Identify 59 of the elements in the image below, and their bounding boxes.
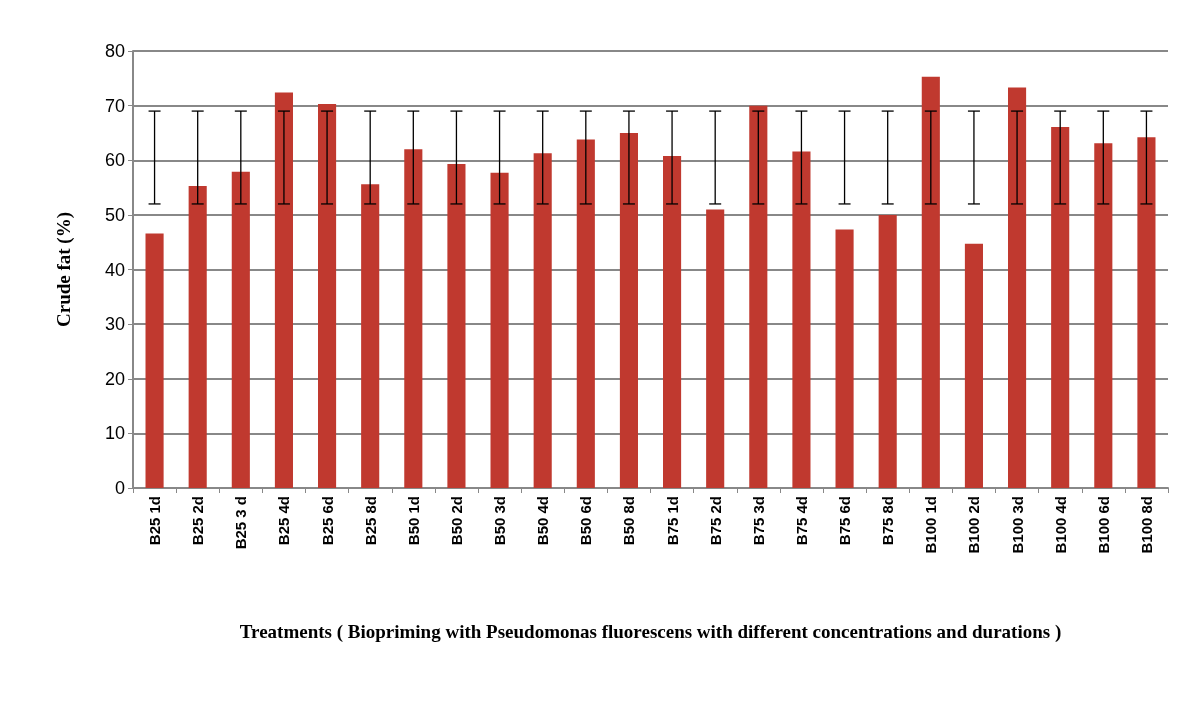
- y-tick-label: 10: [104, 423, 125, 444]
- y-tick-label: 60: [104, 150, 125, 171]
- y-tick-label: 0: [114, 478, 125, 498]
- x-tick-label: B50 2d: [447, 496, 465, 546]
- x-tick-label: B100 1d: [922, 496, 940, 554]
- x-tick-label: B50 6d: [577, 496, 595, 546]
- x-axis-title: Treatments ( Biopriming with Pseudomonas fluorescens with different concentrations and durations ): [239, 620, 1062, 643]
- x-tick-label: B75 8d: [879, 496, 897, 546]
- x-tick-label: B75 2d: [706, 496, 724, 546]
- x-tick-label: B25 2d: [189, 496, 207, 546]
- x-tick-label: B50 4d: [534, 496, 552, 546]
- bar: [835, 229, 854, 488]
- bar: [231, 171, 250, 488]
- y-tick-label: 80: [104, 41, 125, 61]
- bar: [274, 92, 293, 488]
- x-tick-label: B25 1d: [146, 496, 164, 546]
- bar: [404, 149, 423, 488]
- x-tick-label: B25 8d: [361, 496, 379, 546]
- bar: [792, 151, 811, 488]
- bar: [1051, 126, 1070, 488]
- bar: [619, 132, 638, 488]
- x-tick-label: B25 3 d: [232, 496, 250, 550]
- bar: [1008, 87, 1027, 488]
- bar: [145, 233, 164, 488]
- x-tick-label: B100 2d: [965, 496, 983, 554]
- x-tick-label: B50 3d: [491, 496, 509, 546]
- x-tick-label: B100 8d: [1137, 496, 1155, 554]
- x-tick-label: B50 8d: [620, 496, 638, 546]
- bar: [1094, 143, 1113, 488]
- bar: [706, 209, 725, 488]
- x-tick-label: B75 3d: [749, 496, 767, 546]
- x-tick-label: B75 1d: [663, 496, 681, 546]
- x-tick-label: B100 3d: [1008, 496, 1026, 554]
- bar: [878, 214, 897, 488]
- x-tick-label: B50 1d: [404, 496, 422, 546]
- bar: [490, 172, 509, 488]
- x-tick-label: B25 6d: [318, 496, 336, 546]
- bar: [576, 139, 595, 488]
- bar: [447, 164, 466, 488]
- x-tick-label: B75 4d: [792, 496, 810, 546]
- bar: [921, 76, 940, 488]
- x-tick-label: B100 4d: [1051, 496, 1069, 554]
- bar: [533, 153, 552, 488]
- y-tick-label: 20: [104, 368, 125, 389]
- bar: [749, 105, 768, 488]
- bar: [1137, 137, 1156, 488]
- y-tick-label: 40: [104, 259, 125, 280]
- bar: [361, 184, 380, 488]
- y-tick-label: 50: [104, 204, 125, 225]
- y-tick-label: 30: [104, 314, 125, 335]
- x-tick-label: B100 6d: [1094, 496, 1112, 554]
- bar: [663, 155, 682, 488]
- y-tick-label: 70: [104, 95, 125, 116]
- bar: [964, 243, 983, 488]
- x-tick-label: B75 6d: [836, 496, 854, 546]
- x-tick-label: B25 4d: [275, 496, 293, 546]
- bar: [188, 185, 207, 488]
- bar: [318, 103, 337, 488]
- y-axis-title: Crude fat (%): [53, 211, 75, 328]
